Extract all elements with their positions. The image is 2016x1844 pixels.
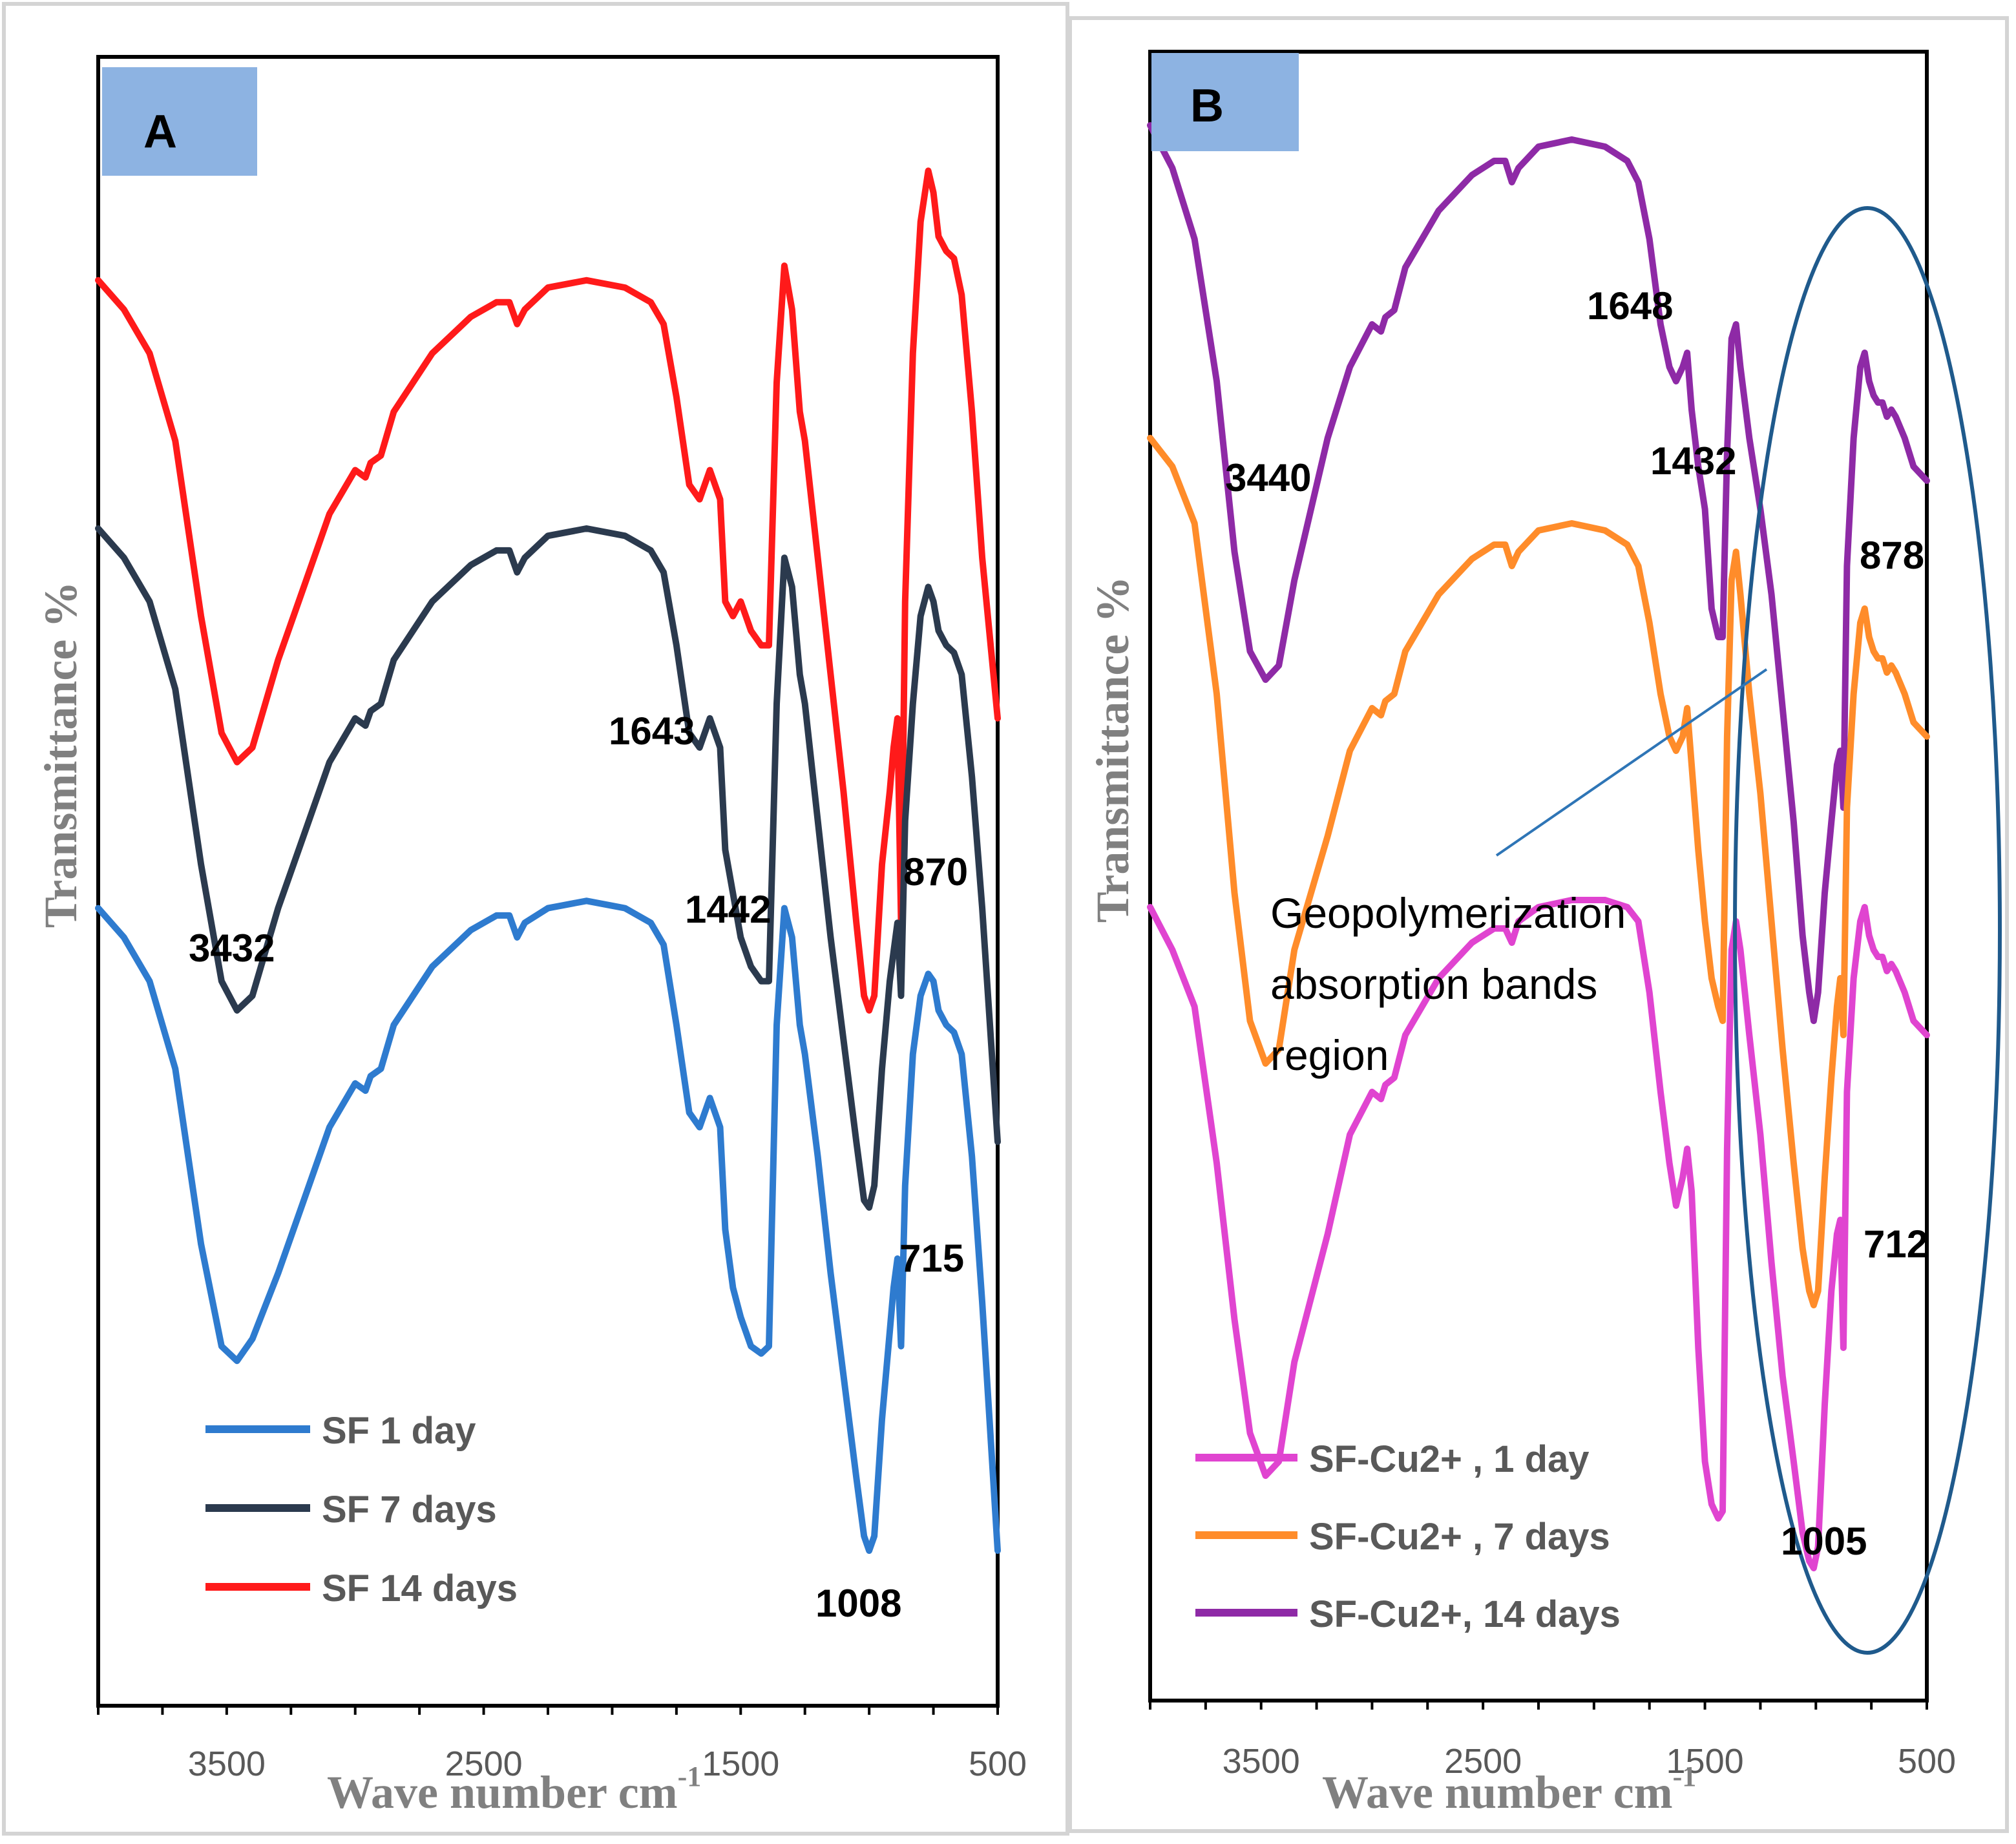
panel-b-letter: B bbox=[1190, 80, 1224, 132]
panel-a-y-axis-title: Transmittance % bbox=[35, 581, 87, 928]
peak-label-1432: 1432 bbox=[1650, 439, 1736, 483]
panel-b: 3500 2500 1500 500 B Transmittance % Wave n… bbox=[1068, 16, 2009, 1833]
peak-label-1442: 1442 bbox=[685, 888, 771, 931]
peak-label-1005: 1005 bbox=[1781, 1520, 1867, 1563]
series-line-sf-cu2-1-day bbox=[1147, 897, 1930, 1571]
panel-a: 3500 2500 1500 500 A Transmittance % Wave n… bbox=[2, 2, 1069, 1836]
x-tick-label-500: 500 bbox=[1898, 1742, 1956, 1781]
panel-b-frame bbox=[1068, 16, 2009, 1833]
x-tick-label-3500: 3500 bbox=[1223, 1742, 1300, 1781]
panel-b-x-axis-title: Wave number cm-1 bbox=[1322, 1761, 1696, 1818]
panel-b-series bbox=[1147, 122, 1930, 1571]
panel-a-legend: SF 1 day SF 7 days SF 14 days bbox=[205, 1410, 518, 1609]
panel-a-tag bbox=[102, 67, 257, 176]
peak-label-1648: 1648 bbox=[1587, 284, 1673, 328]
annotation-line-1: Geopolymerization bbox=[1270, 889, 1626, 937]
legend-label-cu-7-days: SF-Cu2+ , 7 days bbox=[1309, 1516, 1610, 1558]
series-line-sf-7-days bbox=[95, 525, 1001, 1211]
peak-label-3432: 3432 bbox=[189, 927, 275, 970]
x-tick-label-1500: 1500 bbox=[702, 1744, 779, 1783]
series-line-sf-14-days bbox=[95, 167, 1001, 1014]
peak-label-715: 715 bbox=[899, 1237, 964, 1280]
panel-a-series bbox=[95, 167, 1001, 1554]
peak-label-3440: 3440 bbox=[1225, 456, 1311, 499]
x-tick-label-2500: 2500 bbox=[1444, 1742, 1522, 1781]
annotation-leader-line bbox=[1495, 668, 1768, 857]
panel-a-x-axis-title: Wave number cm-1 bbox=[327, 1761, 701, 1818]
series-line-sf-1-day bbox=[95, 897, 1001, 1554]
annotation-line-2: absorption bands bbox=[1270, 960, 1597, 1008]
panel-b-y-axis-title: Transmittance % bbox=[1087, 576, 1139, 923]
legend-label-cu-14-days: SF-Cu2+, 14 days bbox=[1309, 1593, 1621, 1635]
x-tick-label-2500: 2500 bbox=[445, 1744, 523, 1783]
panel-b-x-tick-labels: 3500 2500 1500 500 bbox=[1223, 1742, 1956, 1781]
geopolymerization-region-ellipse bbox=[1733, 206, 2002, 1655]
peak-label-1643: 1643 bbox=[609, 709, 695, 753]
panel-a-x-tick-labels: 3500 2500 1500 500 bbox=[188, 1744, 1027, 1783]
series-line-sf-cu2-14-days bbox=[1147, 122, 1930, 1024]
panel-b-tag bbox=[1151, 53, 1299, 151]
legend-label-sf-7-days: SF 7 days bbox=[322, 1489, 497, 1531]
x-tick-label-500: 500 bbox=[969, 1744, 1027, 1783]
x-tick-label-1500: 1500 bbox=[1666, 1742, 1744, 1781]
panel-a-letter: A bbox=[143, 106, 177, 158]
peak-label-1008: 1008 bbox=[815, 1582, 901, 1625]
panel-b-legend: SF-Cu2+ , 1 day SF-Cu2+ , 7 days SF-Cu2+… bbox=[1195, 1438, 1621, 1635]
panel-a-x-ticks bbox=[97, 1706, 999, 1715]
peak-label-870: 870 bbox=[903, 850, 968, 894]
panel-b-x-ticks bbox=[1149, 1701, 1928, 1710]
peak-label-878: 878 bbox=[1860, 534, 1924, 577]
x-tick-label-3500: 3500 bbox=[188, 1744, 266, 1783]
annotation-line-3: region bbox=[1270, 1031, 1389, 1079]
peak-label-712: 712 bbox=[1864, 1222, 1928, 1266]
legend-label-cu-1-day: SF-Cu2+ , 1 day bbox=[1309, 1438, 1590, 1480]
legend-label-sf-14-days: SF 14 days bbox=[322, 1567, 518, 1609]
series-line-sf-cu2-7-days bbox=[1147, 435, 1930, 1308]
geopolymerization-annotation: Geopolymerization absorption bands regio… bbox=[1270, 889, 1626, 1079]
legend-label-sf-1-day: SF 1 day bbox=[322, 1410, 476, 1452]
